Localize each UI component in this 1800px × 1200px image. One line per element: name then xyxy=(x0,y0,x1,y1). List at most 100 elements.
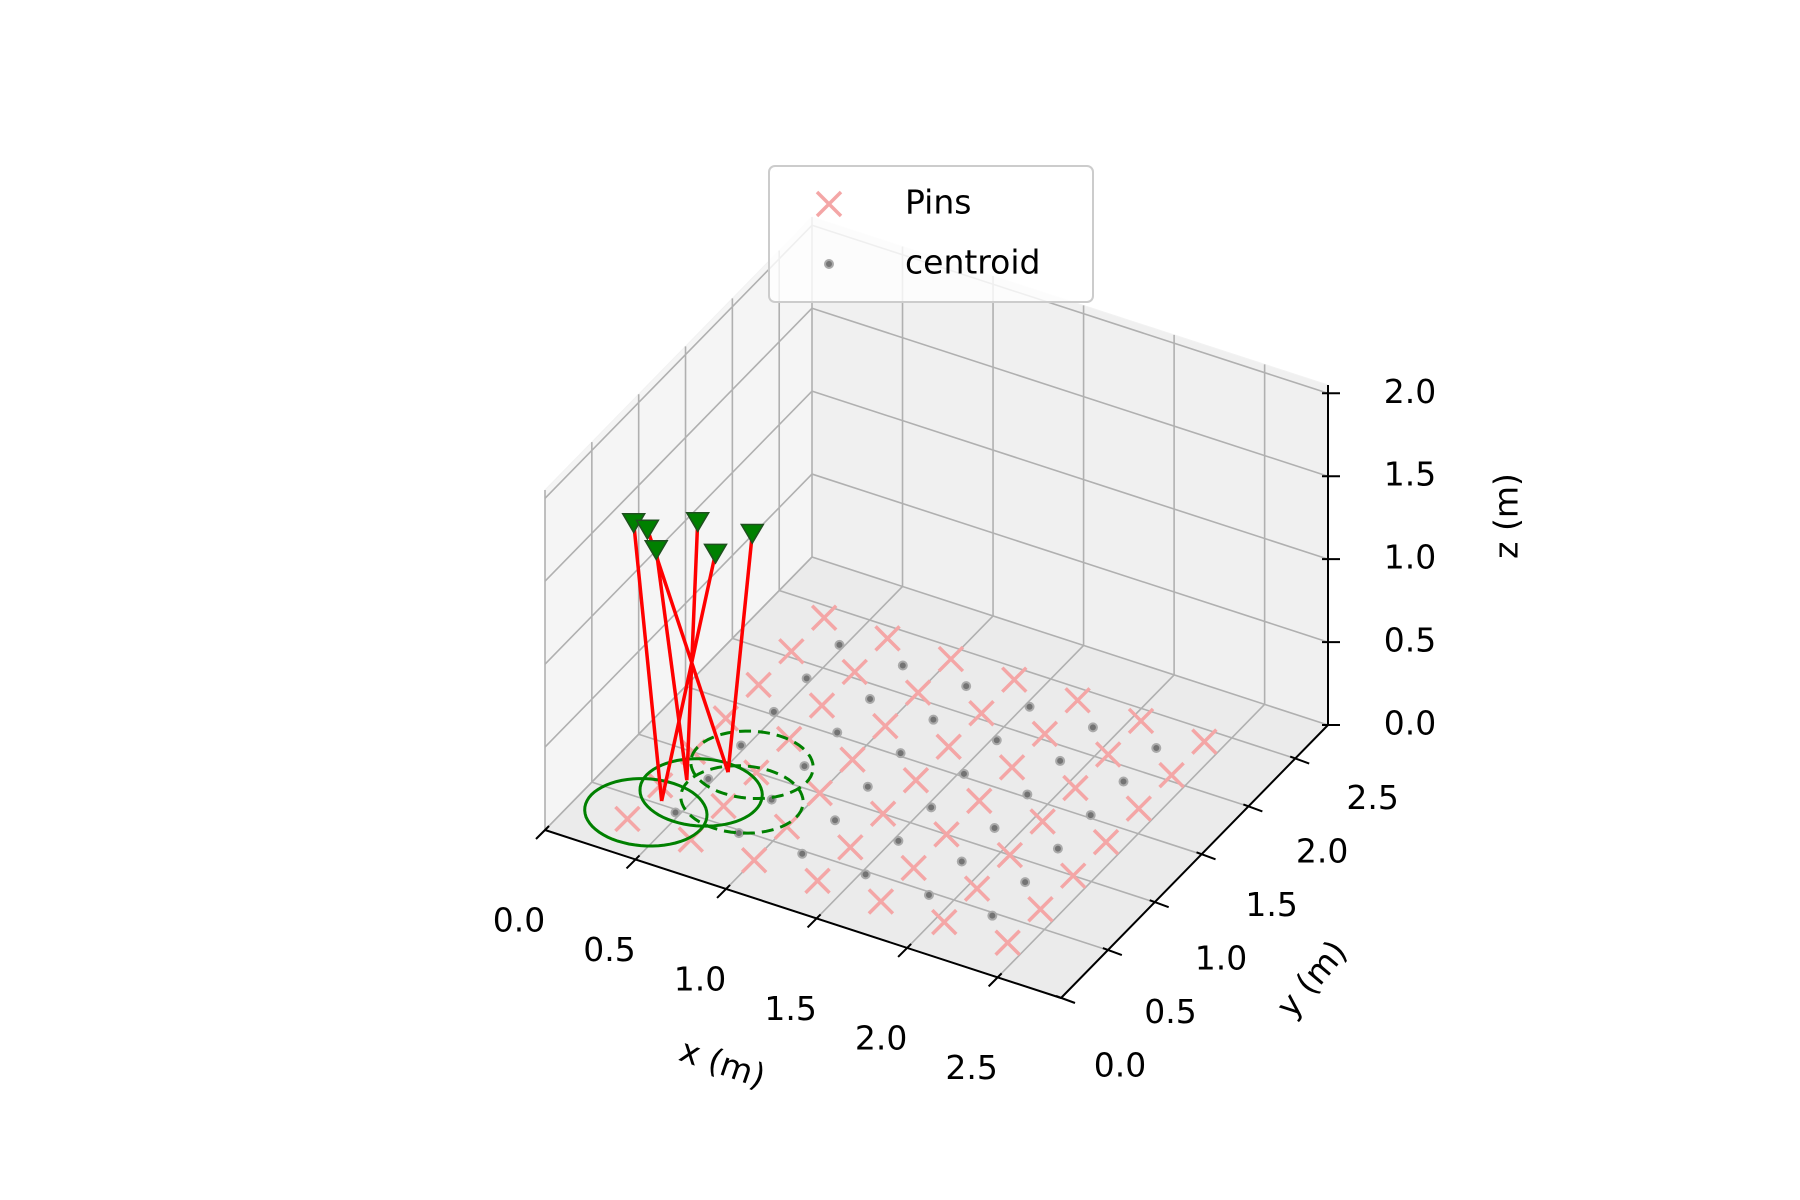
y-tick xyxy=(1243,803,1263,813)
y-tick-label: 1.0 xyxy=(1195,938,1247,977)
cable xyxy=(645,528,730,773)
pin-marker xyxy=(1127,707,1155,735)
pin-marker xyxy=(904,679,932,706)
x-tick xyxy=(716,884,731,899)
anchor-marker xyxy=(643,539,669,561)
pin-marker xyxy=(869,800,897,828)
grid-line xyxy=(544,473,813,748)
z-tick-label: 0.0 xyxy=(1384,704,1436,743)
pin-marker xyxy=(806,779,833,807)
centroid-marker xyxy=(928,714,939,725)
y-tick-label: 2.0 xyxy=(1296,831,1348,870)
z-tick-label: 0.5 xyxy=(1384,621,1436,660)
legend-box xyxy=(768,165,1094,303)
cable xyxy=(654,549,689,781)
x-tick xyxy=(897,943,912,958)
centroid-marker xyxy=(1118,776,1129,787)
pin-marker xyxy=(1191,728,1218,755)
footprint-circle xyxy=(689,729,815,800)
pin-marker xyxy=(810,604,838,632)
anchor-marker xyxy=(685,511,711,533)
centroid-marker xyxy=(893,835,904,846)
centroid-marker xyxy=(797,848,808,859)
centroid-marker xyxy=(860,869,871,880)
y-tick xyxy=(1102,947,1123,957)
pin-marker xyxy=(1031,720,1059,748)
x-tick-label: 0.5 xyxy=(583,930,635,969)
y-tick-label: 0.5 xyxy=(1144,992,1196,1031)
grid-line xyxy=(811,473,1329,643)
x-tick-label: 2.5 xyxy=(945,1048,997,1087)
footprint-circle xyxy=(638,757,764,828)
centroid-marker xyxy=(736,740,747,751)
centroid-marker xyxy=(1087,722,1098,733)
x-tick-label: 0.0 xyxy=(493,901,545,940)
pin-marker xyxy=(1027,895,1054,923)
pin-marker xyxy=(998,754,1026,781)
centroid-marker xyxy=(1052,843,1063,854)
anchor-marker xyxy=(635,519,660,541)
pin-marker xyxy=(841,658,868,686)
pin-marker xyxy=(778,638,805,665)
y-axis-line xyxy=(1060,724,1329,999)
pin-marker xyxy=(966,787,993,815)
legend: Pins centroid xyxy=(768,165,1094,303)
pin-marker xyxy=(994,929,1021,956)
axes: 0.0 0.5 1.0 1.5 2.0 2.5 0.0 0.5 1.0 1.5 2.0 2.5 0.0 0… xyxy=(493,372,1436,1087)
centroid-marker xyxy=(958,768,969,779)
grid-line xyxy=(778,589,1296,760)
centroid-marker xyxy=(703,773,714,784)
centroid-marker xyxy=(897,660,908,671)
legend-label: Pins xyxy=(905,183,971,222)
centroid-marker xyxy=(1085,810,1096,821)
pin-marker xyxy=(775,725,803,753)
centroid-marker xyxy=(862,781,873,792)
centroid-marker xyxy=(801,673,812,684)
x-axis-label: x (m) xyxy=(675,1030,771,1095)
marks xyxy=(583,511,1218,956)
y-tick xyxy=(1149,899,1170,909)
cable xyxy=(685,521,700,781)
y-axis-label: y (m) xyxy=(1268,933,1354,1025)
grid-line xyxy=(811,556,1329,726)
pin-marker xyxy=(968,699,995,727)
grid-line xyxy=(544,307,813,582)
centroid-marker xyxy=(926,802,937,813)
cable xyxy=(631,522,664,802)
centroid-marker xyxy=(956,856,967,867)
x-axis-line xyxy=(544,829,1062,999)
centroid-marker xyxy=(989,822,1000,833)
anchor-marker xyxy=(703,543,728,565)
pin-marker xyxy=(900,854,927,882)
legend-marker xyxy=(815,190,843,218)
centroid-marker xyxy=(670,807,681,818)
pin-marker xyxy=(1059,862,1087,889)
pin-marker xyxy=(867,888,895,915)
pin-marker xyxy=(808,692,836,719)
pin-marker xyxy=(996,841,1024,869)
centroid-marker xyxy=(832,727,843,738)
pin-marker xyxy=(710,792,737,820)
pin-marker xyxy=(773,813,801,840)
x-tick-label: 1.0 xyxy=(674,959,726,998)
y-tick xyxy=(1289,755,1310,765)
cable xyxy=(726,533,755,773)
legend-label: centroid xyxy=(905,243,1040,282)
footprint-circle xyxy=(583,777,709,848)
grid-line xyxy=(544,224,813,499)
centroid-marker xyxy=(834,639,845,650)
pin-marker xyxy=(1029,808,1056,835)
y-tick-label: 1.5 xyxy=(1245,885,1297,924)
pin-marker xyxy=(931,908,958,936)
centroid-marker xyxy=(865,694,876,705)
x-tick xyxy=(625,854,641,870)
pin-marker xyxy=(937,645,965,673)
centroid-marker xyxy=(733,828,744,839)
x-tick-label: 1.5 xyxy=(764,989,816,1028)
pin-marker xyxy=(614,805,641,833)
pin-marker xyxy=(1062,774,1089,802)
cable xyxy=(659,552,718,802)
grid-line xyxy=(997,703,1266,978)
y-tick-label: 2.5 xyxy=(1346,778,1398,817)
